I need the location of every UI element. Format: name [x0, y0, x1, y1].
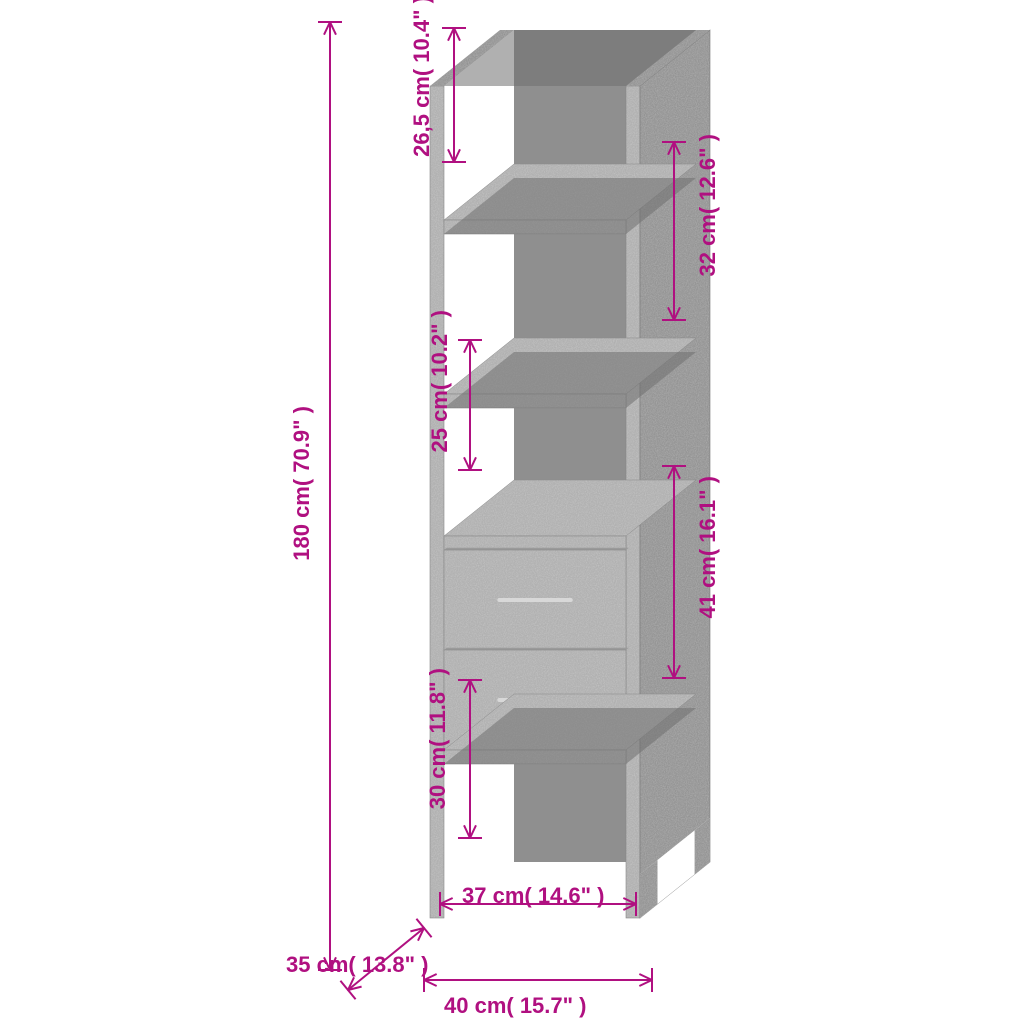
- dim-shelf3: 25 cm( 10.2" ): [427, 310, 453, 453]
- dim-depth: 35 cm( 13.8" ): [286, 952, 429, 978]
- dim-top-shelf: 26,5 cm( 10.4" ): [409, 0, 435, 157]
- dim-bottom-shelf: 30 cm( 11.8" ): [425, 668, 451, 809]
- dim-height-total: 180 cm( 70.9" ): [289, 406, 315, 561]
- dim-shelf2: 32 cm( 12.6" ): [695, 134, 721, 277]
- dim-inner-width: 37 cm( 14.6" ): [462, 883, 605, 909]
- dim-drawers: 41 cm( 16.1" ): [695, 476, 721, 619]
- dim-width: 40 cm( 15.7" ): [444, 993, 587, 1019]
